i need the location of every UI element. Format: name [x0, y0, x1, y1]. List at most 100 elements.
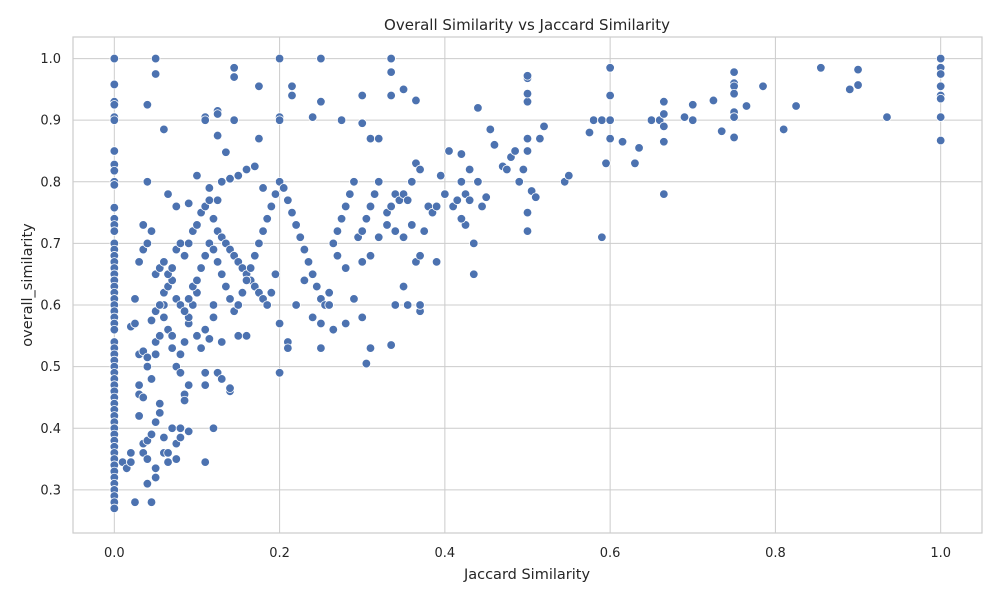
data-point: [179, 306, 190, 316]
data-point: [407, 220, 417, 230]
data-point: [283, 195, 293, 205]
data-point: [415, 300, 425, 310]
data-point: [150, 472, 161, 483]
data-point: [303, 257, 314, 267]
data-point: [679, 112, 690, 122]
data-point: [183, 238, 194, 249]
x-tick-label: 0.0: [104, 546, 125, 561]
data-point: [564, 170, 574, 181]
data-point: [250, 161, 260, 172]
data-point: [634, 143, 644, 153]
data-point: [444, 146, 454, 156]
data-point: [469, 238, 479, 249]
data-point: [192, 275, 202, 286]
data-point: [109, 100, 120, 110]
data-point: [402, 300, 413, 310]
data-point: [163, 189, 173, 199]
data-point: [882, 112, 892, 122]
data-point: [109, 146, 120, 156]
data-point: [163, 448, 173, 458]
y-tick-label: 0.7: [40, 237, 61, 252]
data-point: [597, 115, 607, 125]
data-point: [229, 115, 239, 125]
data-point: [369, 189, 380, 199]
data-point: [349, 294, 359, 304]
data-point: [258, 183, 268, 193]
data-point: [155, 300, 165, 310]
y-tick-label: 0.9: [40, 114, 61, 129]
data-point: [175, 238, 186, 249]
data-point: [935, 135, 946, 146]
x-tick-label: 0.2: [269, 546, 290, 561]
chart-title: Overall Similarity vs Jaccard Similarity: [384, 16, 670, 34]
y-tick-label: 0.5: [40, 360, 61, 375]
x-axis-label: Jaccard Similarity: [463, 567, 590, 583]
data-point: [287, 81, 297, 91]
data-point: [150, 349, 161, 360]
data-point: [708, 95, 719, 106]
data-point: [192, 220, 202, 230]
data-point: [324, 288, 334, 298]
data-point: [283, 343, 293, 353]
data-point: [522, 133, 533, 144]
data-point: [729, 112, 739, 122]
data-point: [155, 398, 165, 409]
data-point: [217, 337, 227, 347]
data-point: [291, 220, 301, 230]
x-tick-label: 0.6: [600, 546, 621, 561]
data-point: [200, 380, 210, 390]
data-point: [361, 214, 372, 224]
data-point: [146, 429, 157, 440]
data-point: [935, 112, 946, 122]
data-point: [192, 170, 202, 181]
data-point: [266, 288, 277, 298]
data-point: [307, 269, 318, 279]
data-point: [179, 251, 190, 261]
data-point: [935, 81, 946, 91]
data-point: [688, 115, 698, 125]
data-point: [357, 90, 367, 101]
data-point: [221, 281, 231, 292]
data-point: [341, 318, 351, 329]
data-point: [200, 368, 210, 378]
data-point: [469, 269, 479, 279]
data-point: [741, 101, 752, 111]
data-point: [204, 334, 215, 344]
data-point: [200, 115, 210, 125]
data-point: [431, 257, 442, 267]
data-point: [431, 201, 442, 212]
data-point: [535, 133, 545, 144]
data-point: [142, 479, 153, 489]
data-point: [816, 63, 826, 73]
data-point: [374, 232, 384, 242]
data-point: [415, 164, 425, 175]
data-point: [522, 96, 533, 107]
data-point: [390, 226, 400, 236]
data-point: [142, 352, 153, 363]
data-point: [179, 337, 190, 347]
data-point: [254, 238, 264, 249]
data-point: [853, 80, 863, 90]
data-point: [729, 67, 739, 77]
data-point: [316, 318, 326, 329]
data-point: [274, 368, 285, 378]
data-point: [341, 263, 351, 273]
data-point: [163, 457, 173, 467]
data-point: [605, 133, 615, 144]
data-point: [279, 183, 289, 193]
data-points: [109, 53, 946, 514]
data-point: [299, 275, 310, 286]
data-point: [109, 53, 120, 64]
data-point: [357, 226, 367, 236]
data-point: [208, 244, 219, 255]
data-point: [312, 281, 322, 292]
data-point: [225, 383, 235, 393]
data-point: [729, 132, 739, 143]
data-point: [150, 69, 161, 79]
data-point: [146, 315, 157, 326]
data-point: [791, 101, 801, 111]
data-point: [254, 81, 264, 91]
data-point: [274, 53, 285, 64]
data-point: [336, 115, 347, 125]
